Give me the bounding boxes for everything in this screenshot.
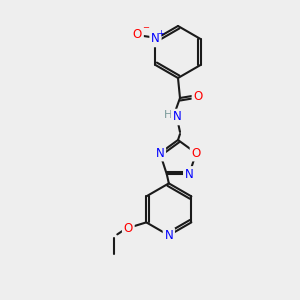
Text: N: N (185, 168, 194, 181)
Text: O: O (124, 222, 133, 235)
Text: N: N (172, 110, 182, 124)
Text: O: O (194, 89, 202, 103)
Text: N: N (156, 147, 164, 160)
Text: H: H (164, 110, 172, 120)
Text: O: O (191, 147, 201, 160)
Text: −: − (142, 23, 149, 32)
Text: N: N (151, 32, 160, 46)
Text: +: + (157, 28, 164, 38)
Text: N: N (164, 229, 173, 242)
Text: O: O (133, 28, 142, 41)
